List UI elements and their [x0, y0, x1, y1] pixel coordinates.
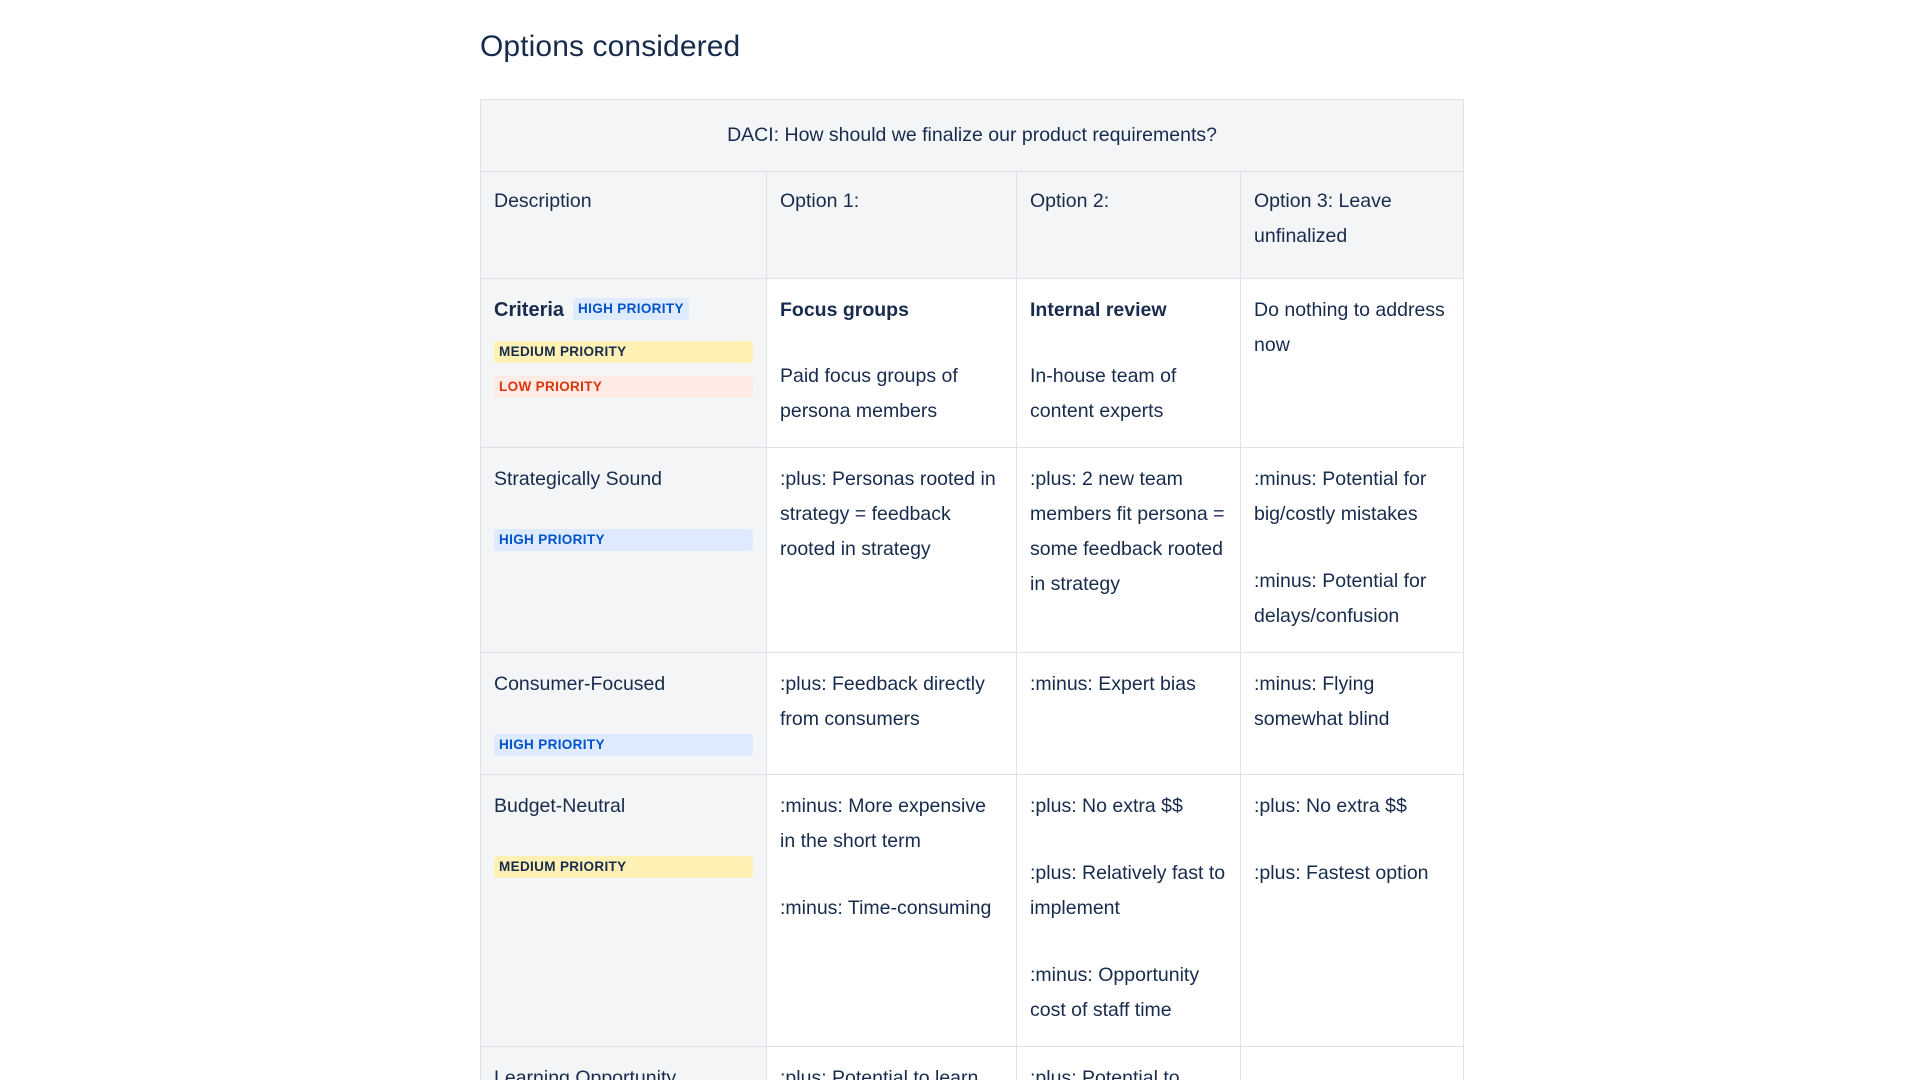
- cell-option-3: :minus: Flying somewhat blind: [1239, 652, 1465, 775]
- cell-option-2: :plus: 2 new team members fit persona = …: [1016, 447, 1241, 653]
- criterion-name: Strategically Sound: [494, 468, 663, 490]
- cell-option-2: :plus: Potential to learn from cross-tea…: [1016, 1046, 1241, 1080]
- pro-con-item: :minus: Expert bias: [1030, 673, 1196, 695]
- column-header-description: Description: [480, 171, 767, 279]
- cell-option-1: :plus: Personas rooted in strategy = fee…: [766, 447, 1017, 653]
- cell-option-3: :minus: Potential for big/costly mistake…: [1239, 447, 1465, 653]
- cell-option-2: :plus: No extra $$ :plus: Relatively fas…: [1016, 774, 1241, 1047]
- criteria-legend-cell: Criteria HIGH PRIORITY MEDIUM PRIORITY LO…: [480, 278, 767, 448]
- badge-low-priority: LOW PRIORITY: [494, 376, 753, 398]
- pro-con-item: :minus: Opportunity cost of staff time: [1030, 964, 1200, 1021]
- table-header-row: Description Option 1: Option 2: Option 3…: [480, 171, 1465, 279]
- table-row: Strategically Sound HIGH PRIORITY :plus:…: [480, 447, 1465, 653]
- cell-option-1: :minus: More expensive in the short term…: [766, 774, 1017, 1047]
- cell-option-3-empty: [1239, 1046, 1465, 1080]
- cell-option-2: :minus: Expert bias: [1016, 652, 1241, 775]
- option-3-summary-cell: Do nothing to address now: [1239, 278, 1465, 448]
- column-header-option-1: Option 1:: [766, 171, 1017, 279]
- criterion-name: Consumer-Focused: [494, 673, 666, 695]
- column-header-option-2: Option 2:: [1016, 171, 1241, 279]
- criterion-name: Learning Opportunity: [494, 1067, 677, 1080]
- daci-options-table: DACI: How should we finalize our product…: [479, 99, 1465, 1080]
- pro-con-item: :plus: Personas rooted in strategy = fee…: [780, 468, 996, 560]
- daci-question-banner: DACI: How should we finalize our product…: [479, 99, 1465, 172]
- criteria-label: Criteria: [494, 299, 565, 321]
- badge-high-priority: HIGH PRIORITY: [573, 298, 689, 320]
- criterion-name: Budget-Neutral: [494, 795, 626, 817]
- badge-medium-priority: MEDIUM PRIORITY: [494, 341, 753, 363]
- option-1-summary-cell: Focus groups Paid focus groups of person…: [766, 278, 1017, 448]
- pro-con-item: :minus: Flying somewhat blind: [1254, 673, 1390, 730]
- criterion-priority-badge: MEDIUM PRIORITY: [494, 856, 753, 878]
- pro-con-item: :minus: Potential for big/costly mistake…: [1254, 468, 1427, 525]
- pro-con-item: :plus: Potential to learn more about per…: [780, 1067, 979, 1080]
- criterion-cell: Learning Opportunity LOW PRIORITY: [480, 1046, 767, 1080]
- pro-con-item: :minus: Potential for delays/confusion: [1254, 570, 1427, 627]
- criterion-cell: Consumer-Focused HIGH PRIORITY: [480, 652, 767, 775]
- pro-con-item: :plus: Fastest option: [1254, 862, 1429, 884]
- page-title: Options considered: [480, 30, 741, 63]
- pro-con-item: :minus: More expensive in the short term: [780, 795, 986, 852]
- criterion-cell: Strategically Sound HIGH PRIORITY: [480, 447, 767, 653]
- pro-con-item: :plus: 2 new team members fit persona = …: [1030, 468, 1225, 595]
- pro-con-item: :plus: No extra $$: [1030, 795, 1183, 817]
- pro-con-item: :plus: Relatively fast to implement: [1030, 862, 1226, 919]
- criterion-cell: Budget-Neutral MEDIUM PRIORITY: [480, 774, 767, 1047]
- option-3-description: Do nothing to address now: [1254, 299, 1445, 356]
- pro-con-item: :plus: No extra $$: [1254, 795, 1407, 817]
- table-row: Consumer-Focused HIGH PRIORITY :plus: Fe…: [480, 652, 1465, 775]
- criteria-legend-row: Criteria HIGH PRIORITY MEDIUM PRIORITY LO…: [480, 278, 1465, 448]
- pro-con-item: :plus: Feedback directly from consumers: [780, 673, 985, 730]
- options-table-container: DACI: How should we finalize our product…: [479, 99, 1465, 1080]
- criterion-priority-badge: HIGH PRIORITY: [494, 734, 753, 756]
- pro-con-item: :plus: Potential to learn from cross-tea…: [1030, 1067, 1180, 1080]
- pro-con-item: :minus: Time-consuming: [780, 897, 992, 919]
- option-1-title: Focus groups: [780, 299, 909, 321]
- cell-option-3: :plus: No extra $$ :plus: Fastest option: [1239, 774, 1465, 1047]
- column-header-option-3: Option 3: Leave unfinalized: [1239, 171, 1465, 279]
- cell-option-1: :plus: Feedback directly from consumers: [766, 652, 1017, 775]
- option-2-description: In-house team of content experts: [1030, 365, 1177, 422]
- option-2-title: Internal review: [1030, 299, 1167, 321]
- criterion-priority-badge: HIGH PRIORITY: [494, 529, 753, 551]
- table-row: Budget-Neutral MEDIUM PRIORITY :minus: M…: [480, 774, 1465, 1047]
- table-banner-row: DACI: How should we finalize our product…: [479, 99, 1465, 172]
- cell-option-1: :plus: Potential to learn more about per…: [766, 1046, 1017, 1080]
- table-row: Learning Opportunity LOW PRIORITY :plus:…: [480, 1046, 1465, 1080]
- option-1-description: Paid focus groups of persona members: [780, 365, 958, 422]
- option-2-summary-cell: Internal review In-house team of content…: [1016, 278, 1241, 448]
